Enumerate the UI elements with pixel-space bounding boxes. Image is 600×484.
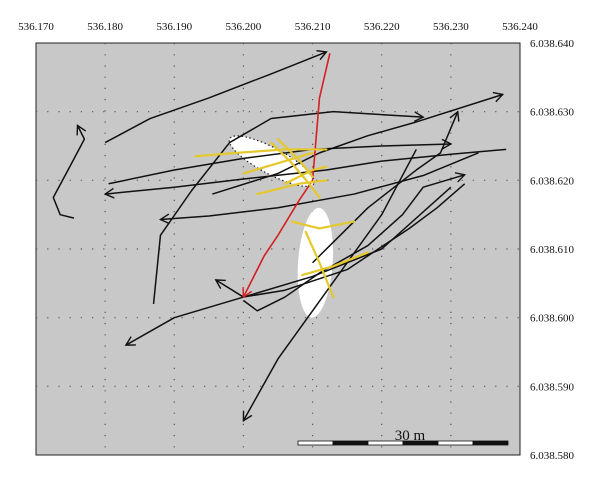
track-arrowhead [124, 336, 136, 346]
track [105, 148, 507, 195]
y-tick-label: 6.038.630 [530, 107, 575, 119]
track [52, 125, 86, 219]
track [104, 51, 327, 144]
scale-bar-segment [437, 440, 474, 446]
x-tick-label: 536.190 [156, 21, 192, 33]
track [312, 111, 459, 264]
highlight-segment [290, 220, 356, 230]
x-tick-label: 536.230 [433, 21, 469, 33]
scale-bar-segment [332, 440, 369, 446]
y-tick-label: 6.038.590 [530, 381, 575, 393]
track-red-arrowhead [242, 287, 253, 299]
x-tick-label: 536.200 [226, 21, 262, 33]
y-tick-label: 6.038.600 [530, 313, 575, 325]
x-tick-label: 536.220 [364, 21, 400, 33]
x-tick-label: 536.240 [502, 21, 538, 33]
tracks-layer [52, 50, 507, 422]
x-tick-label: 536.210 [295, 21, 331, 33]
track-arrowhead [76, 124, 87, 136]
y-tick-label: 6.038.620 [530, 175, 575, 187]
track [152, 110, 424, 305]
track-arrowhead [454, 172, 467, 183]
highlights-layer [193, 138, 369, 299]
track [160, 152, 479, 221]
track-arrowhead [316, 50, 328, 61]
x-tick-label: 536.180 [87, 21, 123, 33]
highlight-segment [193, 148, 328, 158]
scale-bar-label: 30 m [395, 428, 426, 444]
highlight-segment [283, 165, 328, 185]
scale-bar-segment [472, 440, 509, 446]
scale-bar-segment [402, 440, 439, 446]
highlight-segment [269, 141, 321, 199]
track [125, 186, 452, 346]
track-arrowhead [413, 111, 425, 123]
track-arrowhead [159, 213, 170, 225]
x-tick-label: 536.170 [18, 21, 54, 33]
highlight-segment [301, 251, 369, 277]
grid-layer [36, 43, 520, 455]
track-arrowhead [214, 279, 226, 289]
highlight-segment [242, 151, 314, 175]
y-tick-labels: 6.038.640 6.038.630 6.038.620 6.038.610 6.03… [530, 38, 575, 462]
track [242, 174, 465, 312]
y-tick-label: 6.038.580 [530, 450, 575, 462]
highlight-segment [276, 138, 314, 178]
highlight-segment [304, 230, 335, 299]
y-tick-label: 6.038.610 [530, 244, 575, 256]
plot-area [35, 42, 521, 456]
track-red [242, 53, 331, 298]
y-tick-label: 6.038.640 [530, 38, 575, 50]
track-arrowhead [449, 110, 460, 122]
track-arrowhead [103, 187, 115, 199]
scale-bar-segment [367, 440, 404, 446]
highlight-segment [256, 179, 328, 196]
track-arrowhead [242, 410, 253, 422]
scale-bar-segment [297, 440, 334, 446]
scale-bar: 30 m [297, 428, 509, 446]
track-arrowhead [492, 91, 505, 103]
x-tick-labels: 536.170 536.180 536.190 536.200 536.210 536.2… [18, 21, 538, 33]
track [108, 143, 451, 185]
